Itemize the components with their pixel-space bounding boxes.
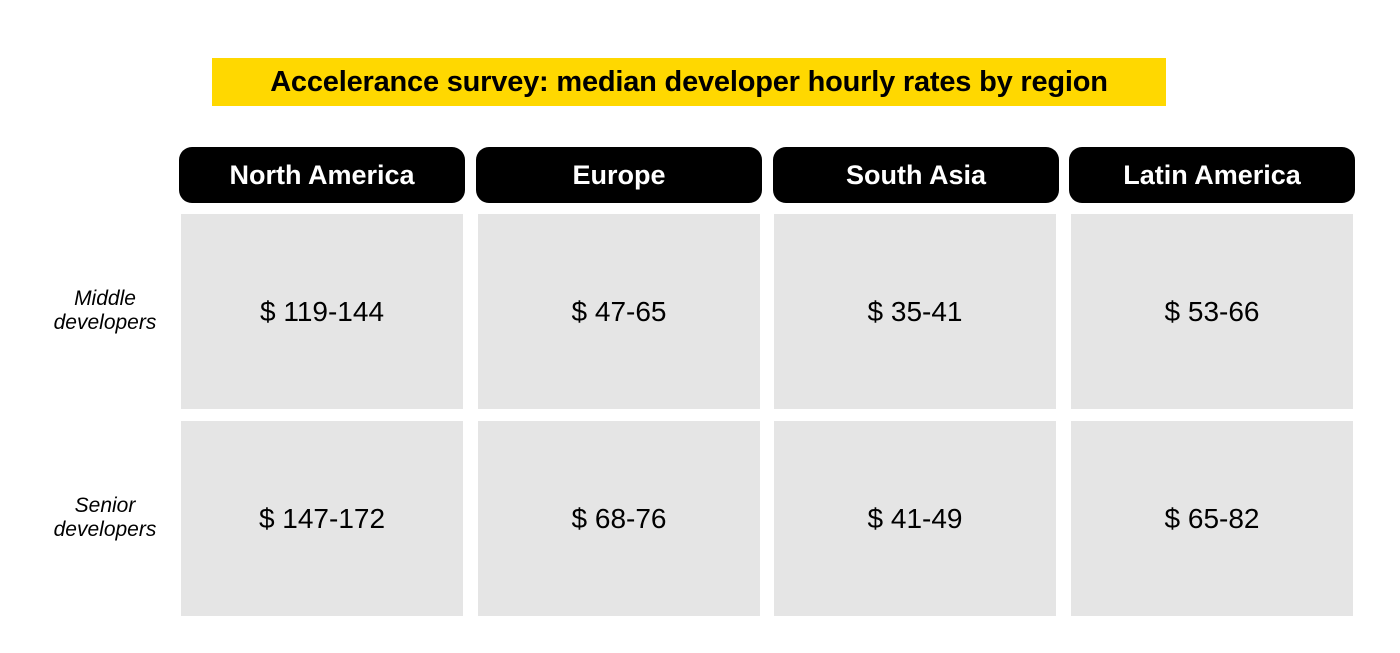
chart-title-highlight: Accelerance survey: median developer hou… xyxy=(212,58,1166,106)
column-header-label: North America xyxy=(229,159,415,190)
row-label-senior-developers: Senior developers xyxy=(30,494,180,542)
rate-value: $ 65-82 xyxy=(1164,502,1260,534)
row-label-line: developers xyxy=(53,518,157,541)
column-header-latin-america: Latin America xyxy=(1069,147,1355,203)
column-header-label: Latin America xyxy=(1123,159,1301,190)
row-label-line: Middle xyxy=(74,287,136,310)
column-header-label: Europe xyxy=(572,159,666,190)
row-label-middle-developers: Middle developers xyxy=(30,287,180,335)
rate-value: $ 47-65 xyxy=(571,295,667,327)
rate-value: $ 35-41 xyxy=(867,295,963,327)
column-header-europe: Europe xyxy=(476,147,762,203)
rate-cell-middle-latin-america: $ 53-66 xyxy=(1071,214,1353,409)
rate-cell-middle-north-america: $ 119-144 xyxy=(181,214,463,409)
rate-cell-senior-north-america: $ 147-172 xyxy=(181,421,463,616)
rate-cell-middle-europe: $ 47-65 xyxy=(478,214,760,409)
rate-cell-senior-south-asia: $ 41-49 xyxy=(774,421,1056,616)
rate-value: $ 119-144 xyxy=(259,295,385,327)
chart-title: Accelerance survey: median developer hou… xyxy=(270,65,1108,98)
row-label-line: developers xyxy=(53,311,157,334)
rate-cell-senior-latin-america: $ 65-82 xyxy=(1071,421,1353,616)
rate-cell-senior-europe: $ 68-76 xyxy=(478,421,760,616)
column-header-south-asia: South Asia xyxy=(773,147,1059,203)
column-header-north-america: North America xyxy=(179,147,465,203)
rate-value: $ 41-49 xyxy=(867,502,963,534)
rate-cell-middle-south-asia: $ 35-41 xyxy=(774,214,1056,409)
column-header-label: South Asia xyxy=(845,159,986,190)
row-label-line: Senior xyxy=(74,494,136,517)
rate-value: $ 147-172 xyxy=(258,502,386,534)
rate-value: $ 53-66 xyxy=(1164,295,1260,327)
rate-value: $ 68-76 xyxy=(571,502,667,534)
